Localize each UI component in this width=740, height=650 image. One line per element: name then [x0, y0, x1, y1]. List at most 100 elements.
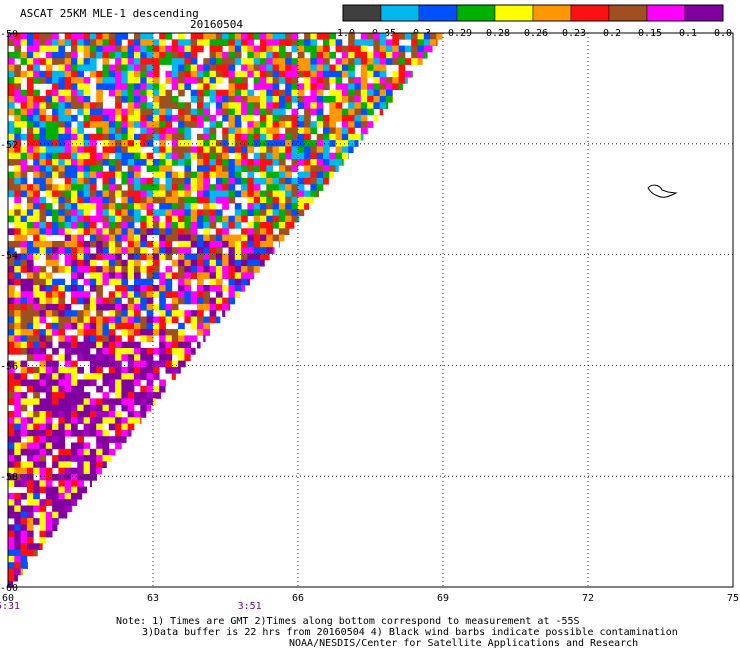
swath-cell	[83, 423, 91, 431]
swath-cell	[39, 417, 47, 424]
swath-cell	[291, 77, 299, 84]
swath-cell	[367, 102, 374, 109]
swath-cell	[297, 133, 305, 141]
swath-cell	[8, 537, 15, 544]
swath-cell	[127, 379, 135, 387]
swath-cell	[146, 39, 154, 46]
swath-cell	[260, 228, 267, 235]
swath-cell	[52, 70, 59, 78]
swath-cell	[45, 228, 53, 235]
swath-cell	[146, 108, 154, 116]
swath-cell	[64, 505, 72, 513]
swath-cell	[127, 203, 135, 210]
swath-cell	[134, 297, 141, 305]
swath-cell	[39, 480, 47, 487]
swath-cell	[71, 423, 78, 431]
swath-cell	[52, 51, 59, 59]
swath-cell	[26, 140, 34, 147]
swath-cell	[89, 184, 97, 191]
swath-cell	[253, 108, 261, 116]
swath-cell	[234, 152, 242, 160]
swath-cell	[64, 455, 72, 462]
swath-cell	[108, 108, 116, 116]
swath-cell	[8, 360, 15, 368]
swath-cell	[89, 152, 97, 160]
swath-cell	[134, 83, 141, 91]
swath-cell	[8, 379, 15, 387]
swath-cell	[260, 83, 267, 91]
swath-cell	[96, 108, 103, 116]
swath-cell	[152, 108, 160, 116]
swath-cell	[26, 39, 34, 46]
swath-cell	[64, 121, 72, 128]
swath-cell	[102, 51, 110, 59]
swath-cell	[77, 64, 84, 72]
swath-cell	[197, 171, 204, 179]
swath-cell	[8, 316, 15, 324]
swath-cell	[228, 190, 236, 198]
swath-cell	[228, 121, 236, 128]
swath-cell	[140, 114, 147, 122]
swath-cell	[234, 215, 242, 223]
swath-cell	[411, 51, 418, 59]
swath-cell	[45, 436, 53, 443]
swath-cell	[417, 33, 425, 40]
swath-cell	[209, 303, 217, 311]
swath-cell	[14, 341, 21, 349]
swath-cell	[102, 240, 110, 248]
swath-cell	[184, 171, 192, 179]
swath-cell	[96, 411, 103, 418]
swath-cell	[146, 177, 154, 185]
swath-cell	[197, 266, 204, 273]
swath-cell	[20, 285, 28, 292]
swath-cell	[190, 209, 198, 217]
swath-cell	[152, 385, 160, 393]
swath-cell	[77, 190, 84, 198]
swath-cell	[115, 322, 122, 330]
swath-cell	[115, 159, 122, 166]
swath-cell	[297, 159, 305, 166]
swath-cell	[234, 133, 242, 141]
swath-cell	[71, 114, 78, 122]
swath-cell	[33, 543, 40, 550]
swath-cell	[203, 159, 210, 166]
swath-cell	[33, 322, 40, 330]
swath-cell	[234, 58, 242, 65]
swath-cell	[190, 272, 198, 280]
swath-cell	[39, 467, 47, 475]
swath-cell	[64, 171, 72, 179]
swath-cell	[71, 58, 78, 65]
swath-cell	[45, 366, 53, 374]
swath-cell	[209, 272, 217, 280]
swath-cell	[266, 127, 273, 135]
swath-cell	[348, 39, 355, 46]
swath-cell	[102, 297, 110, 305]
swath-cell	[373, 45, 381, 53]
swath-cell	[77, 70, 84, 78]
swath-cell	[33, 133, 40, 141]
swath-cell	[45, 39, 53, 46]
swath-cell	[26, 322, 34, 330]
swath-cell	[146, 366, 154, 374]
swath-cell	[121, 398, 129, 406]
swath-cell	[203, 335, 206, 343]
swath-cell	[108, 404, 116, 412]
swath-cell	[89, 33, 97, 40]
swath-cell	[89, 70, 97, 78]
time-label: 3:51	[238, 601, 262, 612]
swath-cell	[297, 140, 305, 147]
swath-cell	[247, 140, 255, 147]
swath-cell	[159, 385, 166, 393]
swath-cell	[102, 455, 110, 462]
swath-cell	[228, 89, 236, 97]
swath-cell	[152, 51, 160, 59]
swath-cell	[20, 121, 28, 128]
swath-cell	[360, 64, 368, 72]
swath-cell	[45, 474, 53, 481]
swath-cell	[83, 190, 91, 198]
swath-cell	[253, 152, 261, 160]
swath-cell	[228, 272, 236, 280]
swath-cell	[45, 259, 53, 267]
swath-cell	[367, 83, 374, 91]
swath-cell	[272, 234, 280, 242]
